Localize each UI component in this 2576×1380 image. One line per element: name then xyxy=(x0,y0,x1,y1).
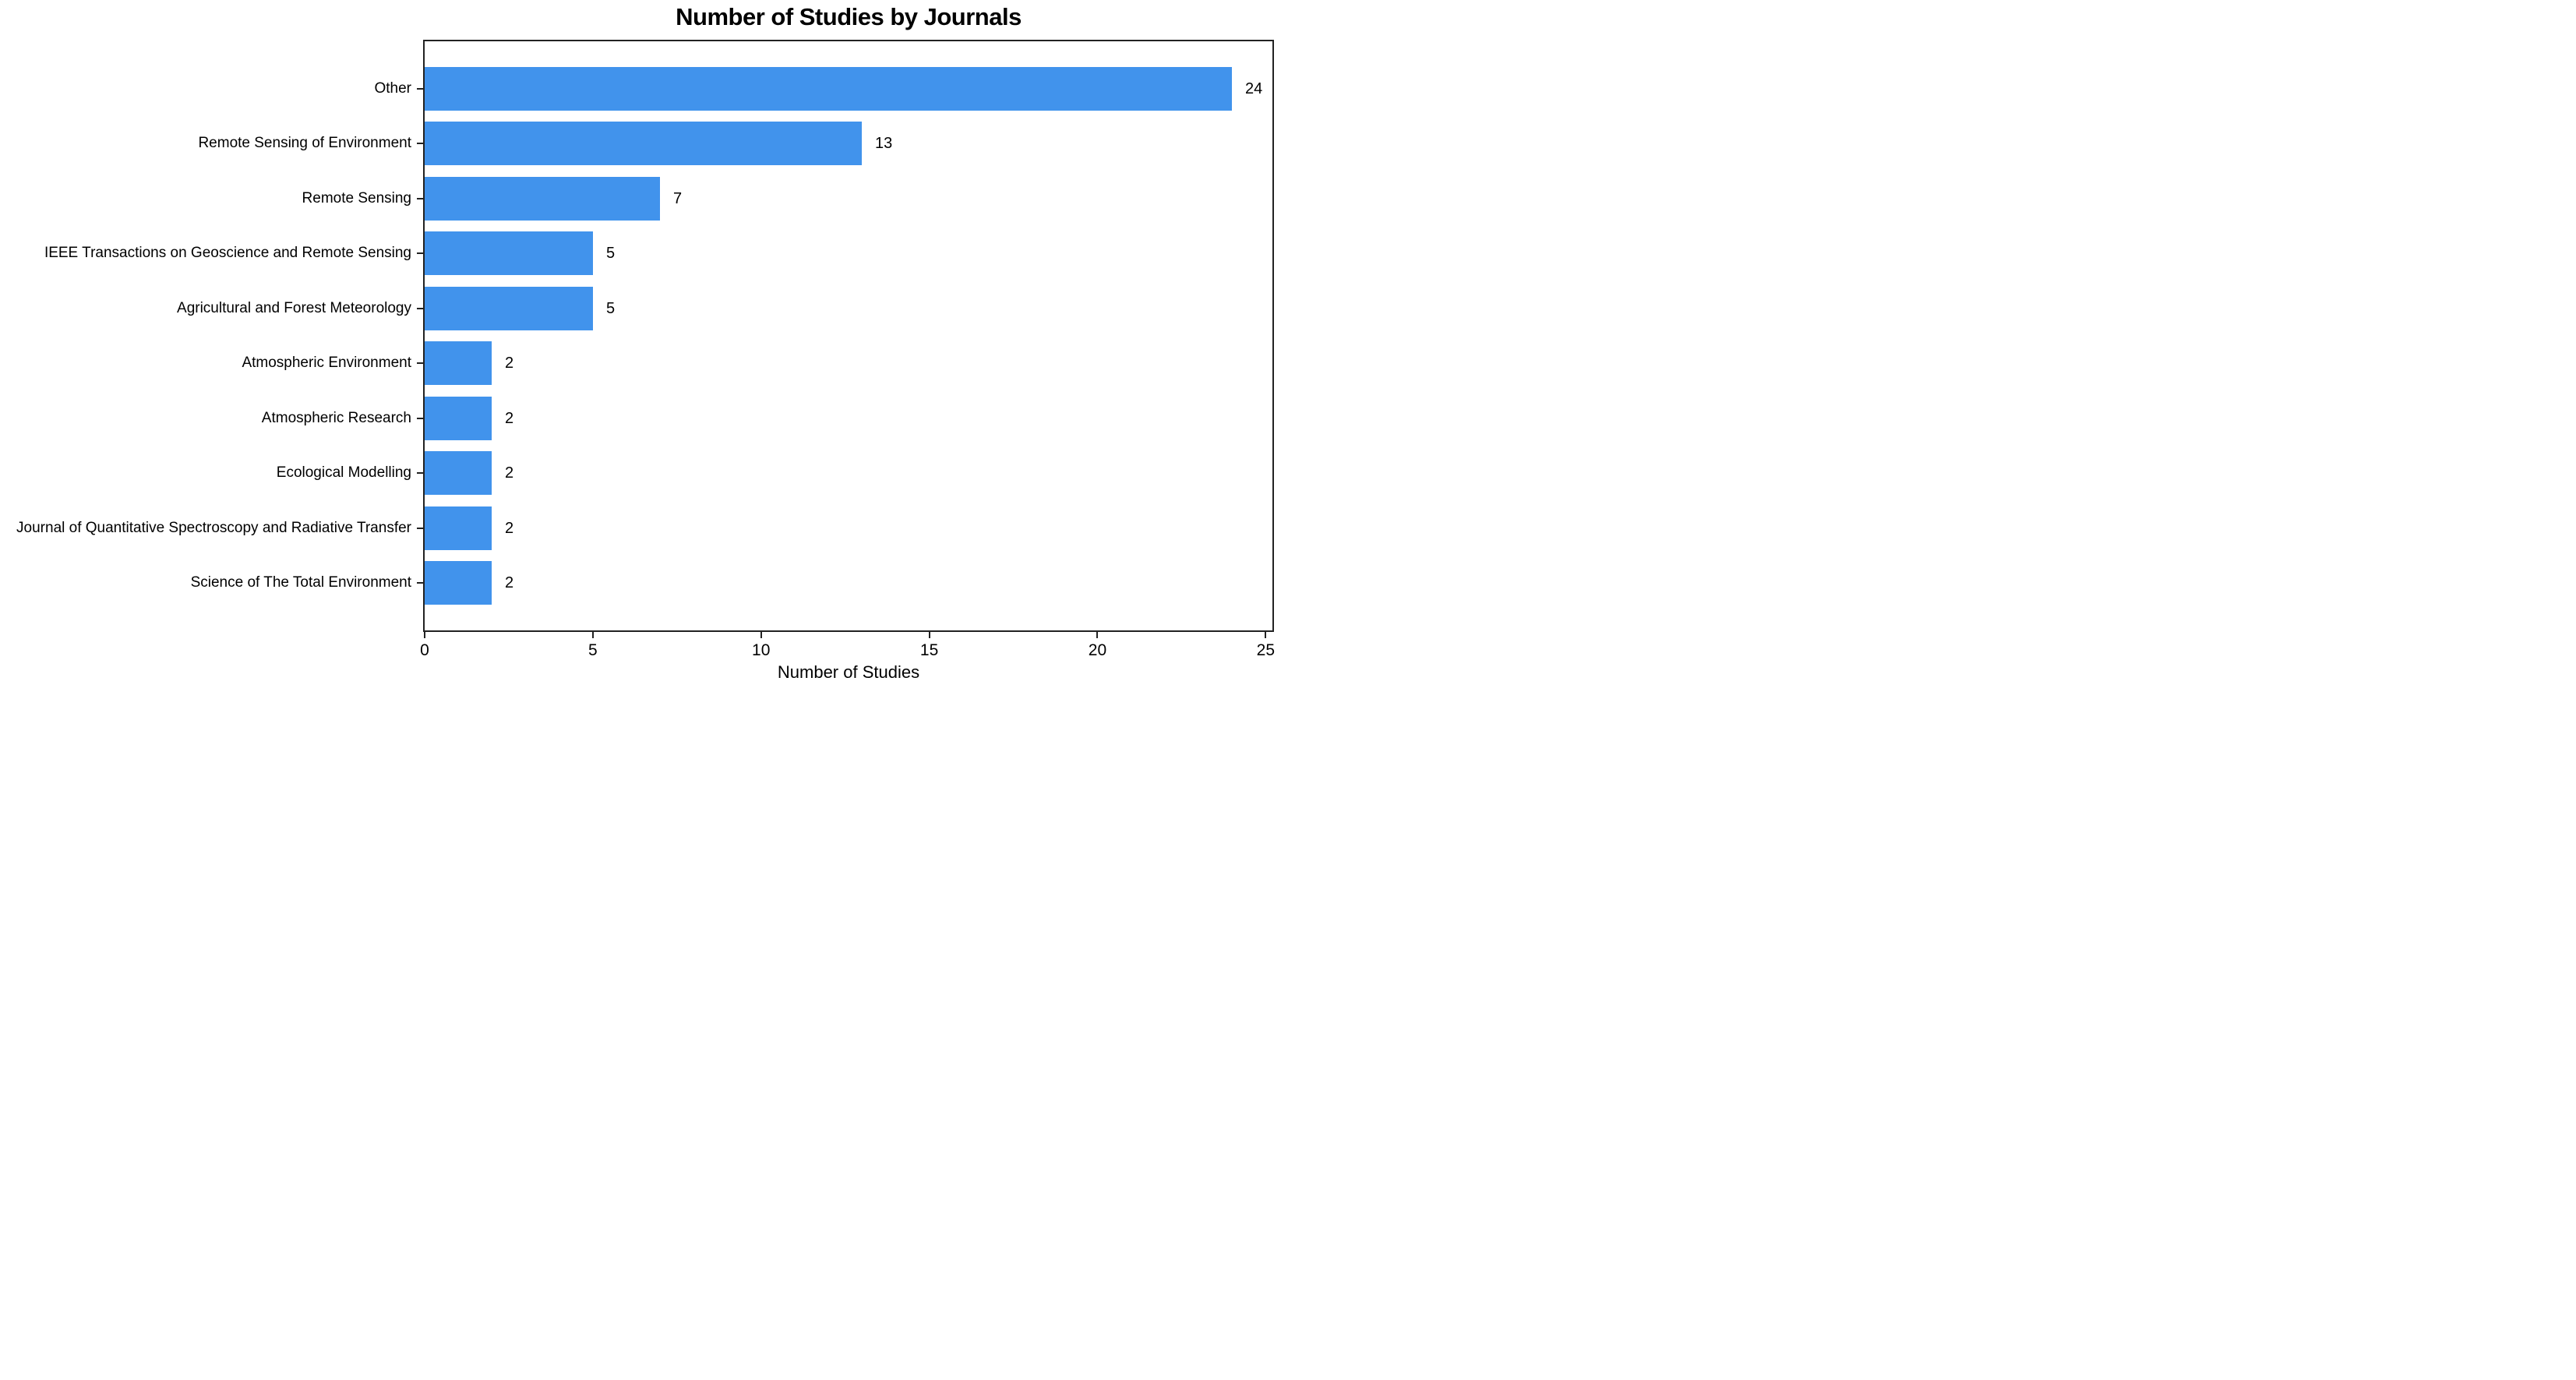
y-tick-label: Journal of Quantitative Spectroscopy and… xyxy=(16,519,411,536)
x-tick-mark xyxy=(1096,632,1099,638)
bar-value-label: 2 xyxy=(505,574,514,592)
bar xyxy=(425,561,492,605)
x-tick-mark xyxy=(591,632,594,638)
y-tick-label: Atmospheric Environment xyxy=(242,355,411,372)
bar-value-label: 2 xyxy=(505,355,514,372)
x-tick-label: 25 xyxy=(1256,641,1276,659)
bar xyxy=(425,176,660,221)
x-tick-label: 20 xyxy=(1088,641,1107,659)
x-tick-mark xyxy=(1265,632,1267,638)
bar-value-label: 24 xyxy=(1245,79,1263,97)
x-tick-mark xyxy=(760,632,762,638)
y-tick-label: IEEE Transactions on Geoscience and Remo… xyxy=(44,245,411,262)
y-tick-label: Atmospheric Research xyxy=(261,409,411,426)
y-tick-mark xyxy=(417,307,423,309)
bar xyxy=(425,451,492,496)
chart-title: Number of Studies by Journals xyxy=(676,3,1022,30)
x-tick-mark xyxy=(424,632,425,638)
x-tick-mark xyxy=(928,632,930,638)
bar xyxy=(425,286,593,330)
bar-value-label: 2 xyxy=(505,464,514,482)
y-tick-mark xyxy=(417,362,423,365)
bar-value-label: 13 xyxy=(875,135,893,153)
x-tick-label: 0 xyxy=(420,641,429,659)
bar-value-label: 7 xyxy=(673,189,683,207)
x-tick-label: 5 xyxy=(588,641,598,659)
y-tick-mark xyxy=(417,417,423,419)
y-tick-mark xyxy=(417,472,423,475)
bar-value-label: 5 xyxy=(606,299,616,317)
bar-value-label: 2 xyxy=(505,519,514,537)
y-tick-mark xyxy=(417,252,423,255)
y-tick-mark xyxy=(417,87,423,90)
y-tick-label: Agricultural and Forest Meteorology xyxy=(177,299,411,316)
bar xyxy=(425,66,1232,111)
x-axis-label: Number of Studies xyxy=(777,662,920,682)
y-tick-mark xyxy=(417,527,423,529)
bar-chart-figure: Number of Studies by Journals 24 Other 13 R… xyxy=(0,0,1288,690)
y-tick-mark xyxy=(417,143,423,145)
y-tick-label: Remote Sensing of Environment xyxy=(198,135,411,152)
y-tick-label: Other xyxy=(374,79,411,97)
y-tick-label: Remote Sensing xyxy=(302,189,411,206)
bar xyxy=(425,122,862,166)
bar-value-label: 2 xyxy=(505,409,514,427)
y-tick-mark xyxy=(417,582,423,584)
bar-value-label: 5 xyxy=(606,245,616,263)
bar xyxy=(425,231,593,276)
x-tick-label: 15 xyxy=(919,641,939,659)
bar xyxy=(425,506,492,550)
y-tick-mark xyxy=(417,197,423,199)
bar xyxy=(425,341,492,386)
y-tick-label: Ecological Modelling xyxy=(276,464,411,482)
x-tick-label: 10 xyxy=(752,641,771,659)
bar xyxy=(425,396,492,440)
y-tick-label: Science of The Total Environment xyxy=(190,574,411,591)
